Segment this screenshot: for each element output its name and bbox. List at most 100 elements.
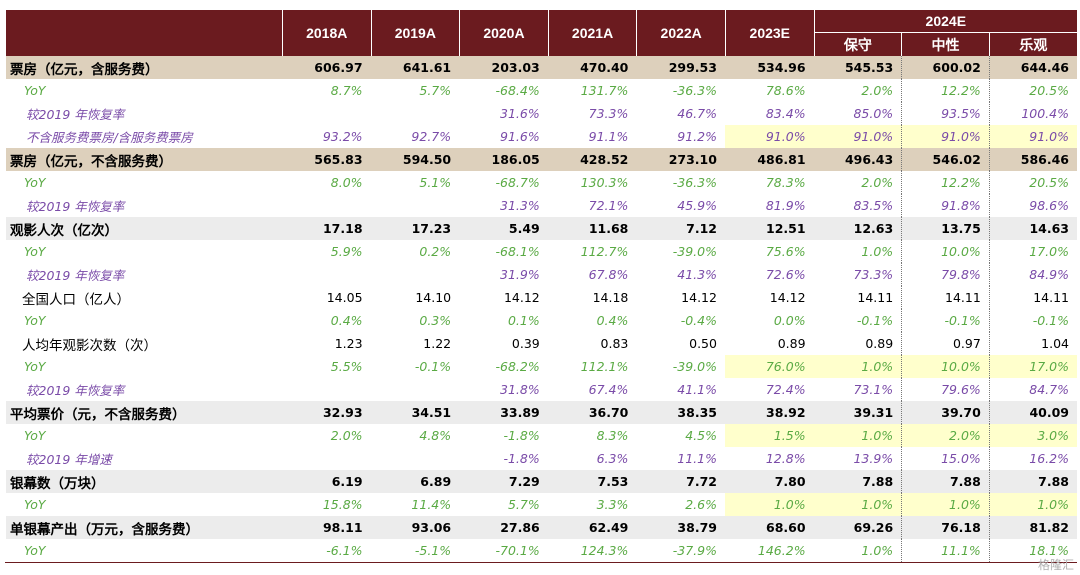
table-cell: 12.2% [901,79,990,102]
row-label: 较2019 年恢复率 [26,268,125,283]
year-header-2021: 2021A [547,10,637,56]
table-cell: 0.97 [901,332,990,355]
table-cell: 14.12 [681,290,717,305]
table-row: YoY 2.0% 4.8% -1.8% 8.3% 4.5% 1.5% 1.0% 2.0% 3.0% [6,424,1077,447]
table-cell [282,194,371,217]
table-cell: 6.19 [282,470,372,493]
table-cell: 7.88 [814,470,902,493]
table-cell: -68.1% [495,244,540,259]
table-cell: 1.0% [861,244,894,259]
row-label: 平均票价（元，不含服务费） [5,401,283,424]
table-cell: 83.4% [765,106,806,121]
table-cell: 0.4% [596,313,629,328]
table-cell: 3.3% [596,497,629,512]
row-label: YoY [24,313,46,328]
table-cell: 72.6% [765,267,806,282]
table-row: YoY -6.1% -5.1% -70.1% 124.3% -37.9% 146.2% 1.0… [5,539,1077,563]
table-row: 票房（亿元，含服务费） 606.97 641.61 203.03 470.40 299.5… [5,56,1077,79]
table-cell: 79.6% [901,378,990,401]
table-cell: 41.3% [677,267,717,282]
table-cell: 186.05 [459,148,549,171]
table-cell: 8.0% [330,175,363,190]
year-header-2019: 2019A [370,10,460,56]
table-body: 票房（亿元，含服务费） 606.97 641.61 203.03 470.40 299.5… [5,56,1077,563]
table-cell: 12.51 [725,217,815,240]
table-cell: 8.3% [596,428,629,443]
table-cell: 72.4% [765,382,806,397]
table-cell: 1.0% [814,424,902,447]
box-office-forecast-table-container: 2018A 2019A 2020A 2021A 2022A 2023E 2024… [5,10,1077,563]
table-cell: 81.9% [765,198,806,213]
table-row: YoY 5.9% 0.2% -68.1% 112.7% -39.0% 75.6% 1.0% 10… [6,240,1077,263]
table-cell: 13.75 [901,217,990,240]
table-cell: 14.18 [592,290,629,305]
table-cell: 20.5% [988,171,1077,194]
table-cell: 81.82 [988,516,1077,539]
table-cell: 606.97 [282,56,372,79]
table-cell [371,378,460,401]
table-cell: 45.9% [677,198,717,213]
table-cell: 124.3% [548,539,637,563]
table-row: 全国人口（亿人） 14.05 14.10 14.12 14.18 14.12 14.12 14… [6,286,1077,309]
year-header-2022: 2022A [636,10,726,56]
table-cell: 17.0% [988,355,1077,378]
table-cell: 644.46 [988,56,1077,79]
table-cell: 68.60 [725,516,815,539]
table-cell: 5.5% [330,359,363,374]
table-cell: 0.3% [419,313,452,328]
table-cell: 2.0% [330,428,363,443]
table-cell: 641.61 [371,56,460,79]
table-cell: 14.11 [857,290,894,305]
row-label: YoY [24,428,46,443]
table-cell: 0.0% [773,313,806,328]
watermark: 格隆汇 [1037,558,1074,572]
table-cell: 586.46 [988,148,1077,171]
table-row: YoY 8.0% 5.1% -68.7% 130.3% -36.3% 78.3% 2.0% 12… [6,171,1077,194]
table-cell: 76.0% [725,355,815,378]
table-row: YoY 0.4% 0.3% 0.1% 0.4% -0.4% 0.0% -0.1% -0.1% -0… [6,309,1077,332]
table-cell: 11.1% [901,539,990,563]
table-cell: 0.83 [600,336,629,351]
table-cell: 14.12 [503,290,540,305]
table-cell: -36.3% [672,175,717,190]
table-cell [371,102,460,125]
table-row: 较2019 年恢复率 31.6% 73.3% 46.7% 83.4% 85.0% 93.5%… [6,102,1077,125]
table-cell: 32.93 [282,401,372,424]
table-cell: -6.1% [282,539,372,563]
table-cell: 20.5% [988,79,1077,102]
table-cell: -39.0% [672,359,717,374]
table-cell: 0.4% [330,313,363,328]
table-row: YoY 5.5% -0.1% -68.2% 112.1% -39.0% 76.0% 1.0% 1… [6,355,1077,378]
table-cell: 112.1% [580,359,629,374]
table-cell: 92.7% [411,129,452,144]
table-cell [371,194,460,217]
table-row: 单银幕产出（万元，含服务费） 98.11 93.06 27.86 62.49 38.79 6… [5,516,1077,539]
table-cell: 1.23 [334,336,363,351]
box-office-forecast-table: 2018A 2019A 2020A 2021A 2022A 2023E 2024… [5,10,1077,563]
table-cell: 5.9% [330,244,363,259]
table-cell: -0.1% [988,309,1077,332]
table-cell: 0.1% [507,313,540,328]
table-cell: 1.22 [423,336,452,351]
table-cell: 1.0% [725,493,815,516]
scenario-header-optimistic: 乐观 [988,32,1077,56]
header-corner [5,10,283,56]
table-row: 银幕数（万块） 6.19 6.89 7.29 7.53 7.72 7.80 7.88 7.88 7… [5,470,1077,493]
table-cell: 40.09 [988,401,1077,424]
table-cell: 534.96 [725,56,815,79]
table-cell: -0.1% [901,309,990,332]
table-row: 人均年观影次数（次） 1.23 1.22 0.39 0.83 0.50 0.89 0.89 0.… [6,332,1077,355]
table-cell: 41.1% [677,382,717,397]
table-cell: 72.1% [588,198,629,213]
table-cell: 12.2% [901,171,990,194]
table-row: 观影人次（亿次） 17.18 17.23 5.49 11.68 7.12 12.51 12.6… [5,217,1077,240]
table-cell: 7.80 [725,470,815,493]
table-header: 2018A 2019A 2020A 2021A 2022A 2023E 2024… [5,10,1077,56]
row-label: 票房（亿元，不含服务费） [5,148,283,171]
table-cell: 15.8% [322,497,363,512]
table-cell: 3.0% [988,424,1077,447]
table-cell: 31.3% [500,198,540,213]
table-cell: 73.1% [853,382,894,397]
table-cell: 31.6% [500,106,540,121]
table-cell: 39.31 [814,401,902,424]
